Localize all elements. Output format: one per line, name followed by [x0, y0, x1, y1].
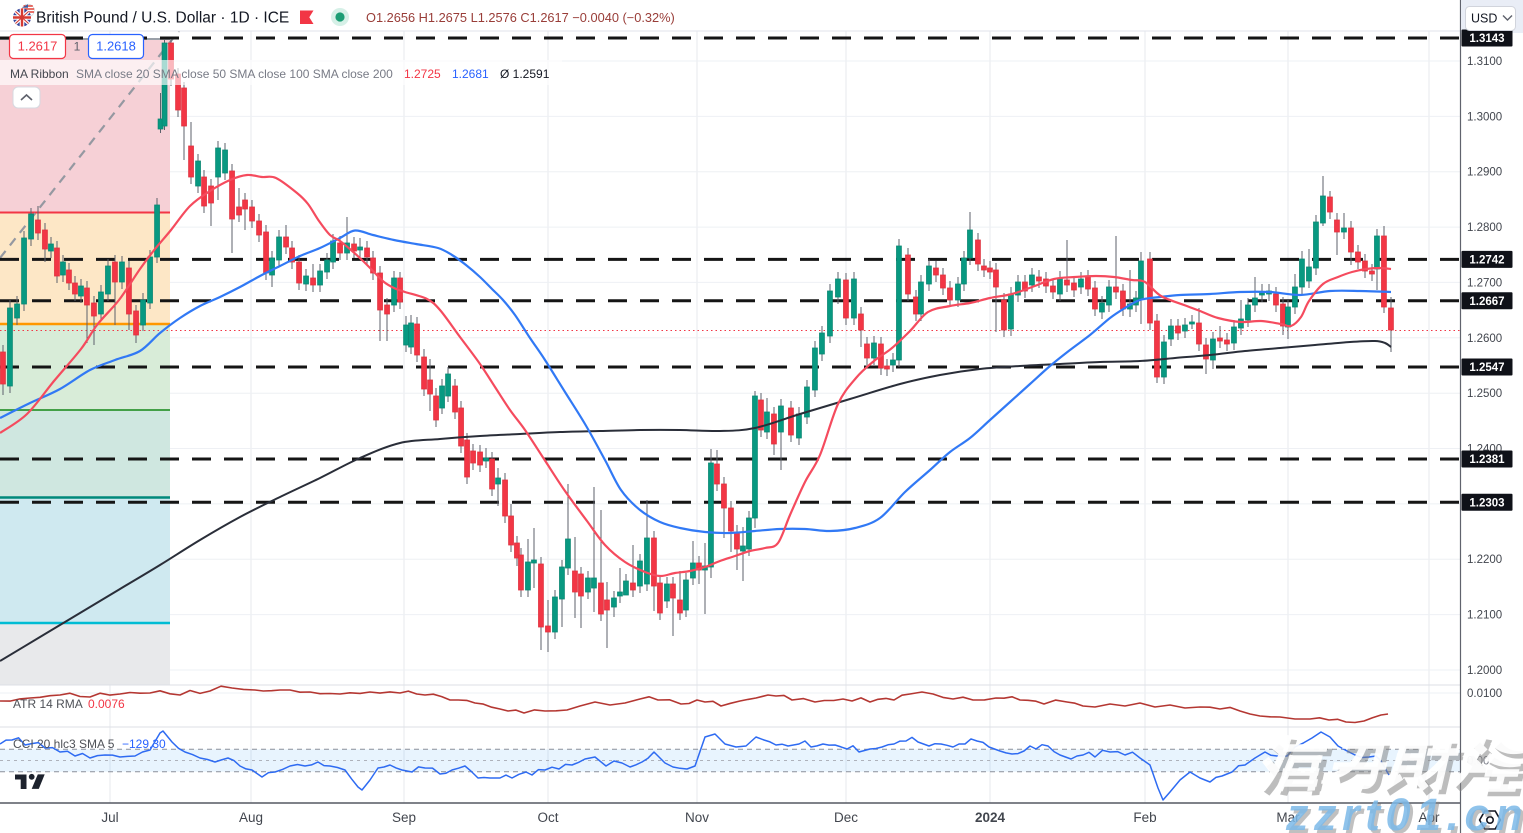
svg-text:1.2742: 1.2742 — [1469, 255, 1504, 267]
svg-text:1.2618: 1.2618 — [96, 39, 136, 54]
svg-text:Ø 1.2591: Ø 1.2591 — [500, 67, 550, 81]
svg-text:1.2303: 1.2303 — [1469, 497, 1504, 509]
svg-text:Jul: Jul — [101, 810, 118, 825]
svg-text:1.2500: 1.2500 — [1467, 388, 1502, 400]
svg-text:−129.30: −129.30 — [122, 737, 166, 751]
svg-text:USD: USD — [1471, 12, 1497, 26]
svg-text:SMA close 20 SMA close 50 SMA: SMA close 20 SMA close 50 SMA close 100 … — [76, 67, 393, 81]
svg-text:zzrt01.cn: zzrt01.cn — [1285, 789, 1523, 833]
svg-text:Sep: Sep — [392, 810, 416, 825]
svg-text:1.2617: 1.2617 — [18, 39, 58, 54]
svg-text:1.3100: 1.3100 — [1467, 56, 1502, 68]
svg-text:Aug: Aug — [239, 810, 263, 825]
svg-text:Mar: Mar — [1276, 810, 1300, 825]
svg-text:1.3143: 1.3143 — [1469, 33, 1504, 45]
svg-text:1.2000: 1.2000 — [1467, 665, 1502, 677]
svg-text:1.3000: 1.3000 — [1467, 111, 1502, 123]
svg-text:zzrt01.cn: zzrt01.cn — [1288, 792, 1523, 833]
svg-text:CCI 20 hlc3 SMA 5: CCI 20 hlc3 SMA 5 — [13, 737, 115, 751]
svg-text:1.2900: 1.2900 — [1467, 167, 1502, 179]
svg-text:Feb: Feb — [1133, 810, 1156, 825]
svg-text:1.2600: 1.2600 — [1467, 333, 1502, 345]
svg-text:1.2200: 1.2200 — [1467, 554, 1502, 566]
svg-text:1.2547: 1.2547 — [1469, 362, 1504, 374]
svg-text:O1.2656 H1.2675 L1.2576 C1.261: O1.2656 H1.2675 L1.2576 C1.2617 −0.0040 … — [366, 10, 675, 25]
svg-text:0.0100: 0.0100 — [1467, 688, 1502, 700]
svg-text:1.2100: 1.2100 — [1467, 610, 1502, 622]
svg-text:Apr: Apr — [1418, 810, 1440, 825]
svg-text:Nov: Nov — [685, 810, 709, 825]
svg-text:1.2667: 1.2667 — [1469, 296, 1504, 308]
svg-text:1.2681: 1.2681 — [452, 67, 489, 81]
svg-text:Oct: Oct — [537, 810, 558, 825]
svg-text:Dec: Dec — [834, 810, 858, 825]
svg-text:ATR 14 RMA: ATR 14 RMA — [13, 697, 83, 711]
svg-text:1.2700: 1.2700 — [1467, 277, 1502, 289]
svg-text:1.2800: 1.2800 — [1467, 222, 1502, 234]
svg-text:2024: 2024 — [975, 810, 1006, 825]
svg-text:1: 1 — [74, 40, 81, 54]
svg-text:0.0076: 0.0076 — [88, 697, 125, 711]
svg-text:British Pound / U.S. Dollar ·: British Pound / U.S. Dollar · 1D · ICE — [36, 10, 289, 27]
svg-text:MA Ribbon: MA Ribbon — [10, 67, 69, 81]
svg-text:1.2725: 1.2725 — [404, 67, 441, 81]
svg-text:1.2381: 1.2381 — [1469, 454, 1505, 466]
